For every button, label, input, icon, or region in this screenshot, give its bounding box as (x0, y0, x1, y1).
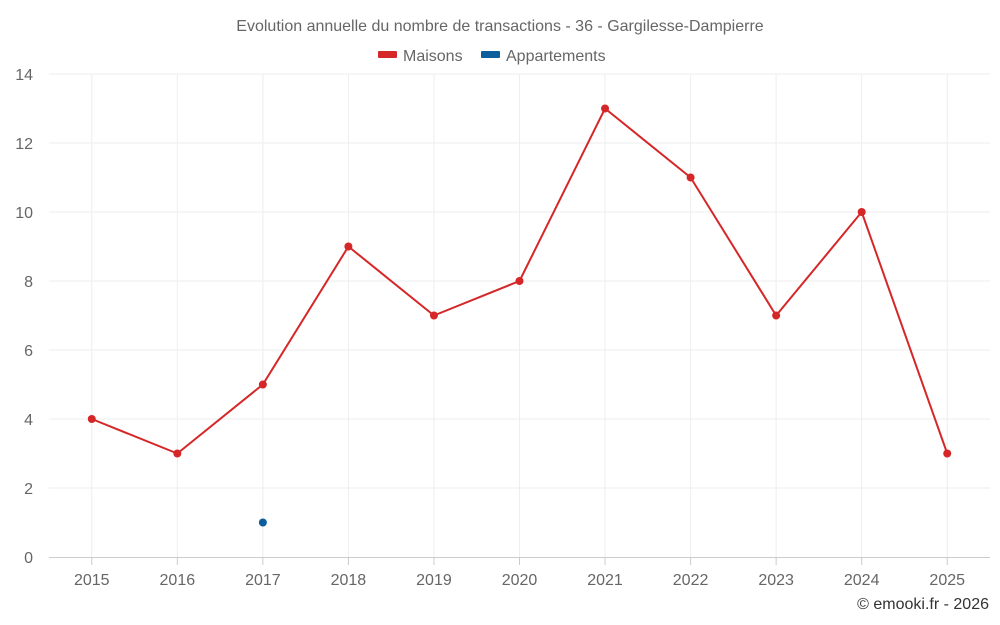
legend-item-appartements[interactable]: Appartements (481, 48, 606, 65)
legend-item-maisons[interactable]: Maisons (378, 48, 463, 65)
data-point-maisons-2017[interactable] (258, 380, 267, 389)
y-tick-label: 2 (24, 481, 33, 498)
x-tick-label: 2016 (160, 572, 196, 589)
axes: 0 2 4 6 8 10 12 14 2015 2016 2017 2018 2019 2020 2021 2… (15, 67, 990, 589)
legend: Maisons Appartements (378, 48, 606, 65)
legend-label-appartements: Appartements (506, 48, 606, 65)
data-point-appartements-2017[interactable] (258, 518, 267, 527)
x-tick-label: 2020 (502, 572, 538, 589)
data-point-maisons-2025[interactable] (943, 449, 952, 458)
x-tick-label: 2022 (673, 572, 709, 589)
y-tick-label: 4 (24, 412, 33, 429)
legend-swatch-maisons (378, 51, 397, 58)
y-tick-label: 10 (15, 205, 33, 222)
y-tick-label: 0 (24, 550, 33, 567)
credit-text: © emooki.fr - 2026 (857, 596, 989, 613)
data-point-maisons-2018[interactable] (344, 242, 353, 251)
data-point-maisons-2015[interactable] (87, 415, 96, 423)
x-tick-label: 2017 (245, 572, 281, 589)
x-tick-label: 2024 (844, 572, 880, 589)
chart-title: Evolution annuelle du nombre de transact… (236, 18, 763, 35)
data-point-maisons-2024[interactable] (857, 208, 866, 216)
y-tick-label: 12 (15, 136, 33, 153)
x-tick-label: 2015 (74, 572, 110, 589)
x-tick-label: 2018 (331, 572, 367, 589)
y-tick-label: 14 (15, 67, 33, 84)
data-point-maisons-2022[interactable] (686, 173, 695, 182)
y-tick-label: 8 (24, 274, 33, 291)
x-tick-label: 2019 (416, 572, 452, 589)
y-tick-label: 6 (24, 343, 33, 360)
x-tick-label: 2025 (929, 572, 965, 589)
plot-area (87, 104, 952, 527)
data-point-maisons-2016[interactable] (173, 449, 182, 458)
grid (49, 73, 990, 557)
legend-swatch-appartements (481, 51, 500, 58)
data-point-maisons-2020[interactable] (515, 277, 524, 285)
x-tick-label: 2023 (758, 572, 794, 589)
x-tick-label: 2021 (587, 572, 623, 589)
data-point-maisons-2023[interactable] (772, 311, 781, 320)
data-point-maisons-2021[interactable] (601, 104, 610, 113)
legend-label-maisons: Maisons (403, 48, 463, 65)
data-point-maisons-2019[interactable] (429, 311, 438, 320)
